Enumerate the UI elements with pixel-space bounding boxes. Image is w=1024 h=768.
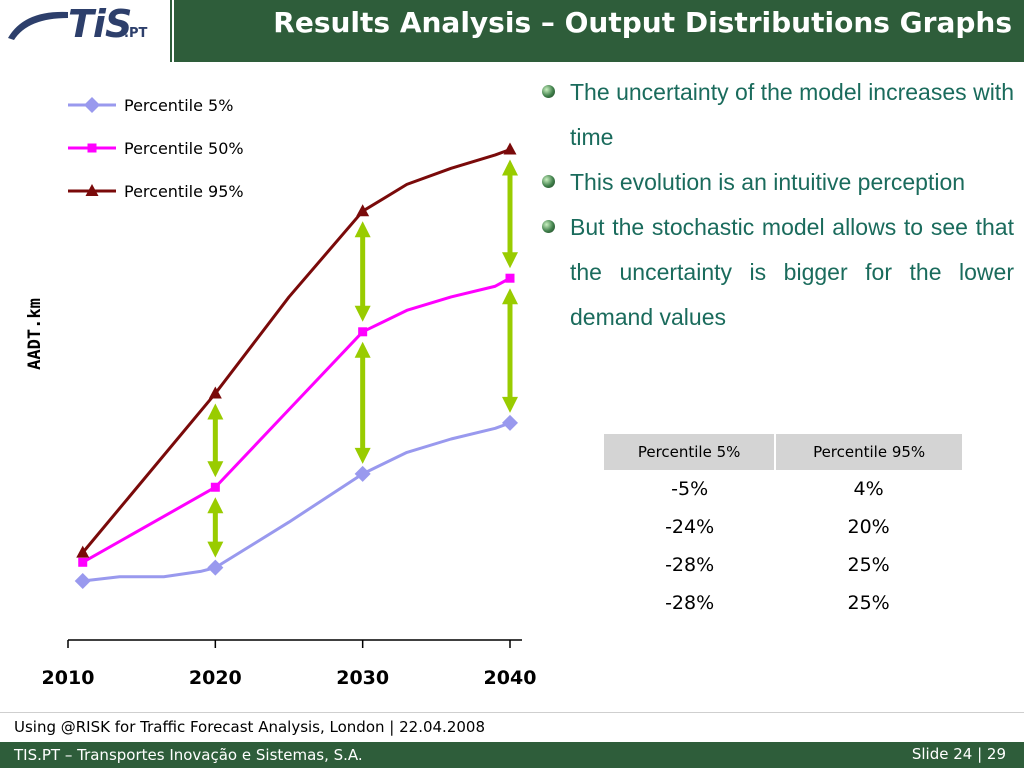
double-arrow-head-up [354, 341, 371, 358]
table-cell-p5: -28% [665, 554, 715, 576]
x-tick-label: 2030 [336, 667, 389, 689]
table-cell-p5: -24% [665, 516, 715, 538]
table-row: -24% 20% [604, 508, 962, 546]
x-tick-label: 2040 [484, 667, 537, 689]
output-distribution-chart: 2010 2020 2030 2040 AADT.km Percentile 5% Perc… [25, 96, 537, 689]
table-header-row: Percentile 5% Percentile 95% [604, 434, 962, 470]
legend-marker [87, 143, 97, 153]
tis-logo: TiS .PT [0, 0, 172, 62]
table-row: -28% 25% [604, 546, 962, 584]
bullet-item: But the stochastic model allows to see t… [538, 205, 1014, 340]
logo-text: TiS [68, 2, 132, 46]
data-point-marker [210, 482, 220, 492]
bullet-item: The uncertainty of the model increases w… [538, 70, 1014, 160]
data-point-marker [208, 386, 222, 399]
table-row: -28% 25% [604, 584, 962, 622]
data-point-marker [354, 465, 371, 482]
x-tick-label: 2010 [42, 667, 95, 689]
legend-marker [84, 97, 100, 113]
slide-header: TiS .PT Results Analysis – Output Distri… [0, 0, 1024, 62]
x-tick-label: 2020 [189, 667, 242, 689]
double-arrow-head-down [207, 541, 224, 558]
bullet-sphere-icon [542, 175, 555, 188]
footer-divider [0, 712, 1024, 713]
footer-bar: TIS.PT – Transportes Inovação e Sistemas… [0, 742, 1024, 768]
data-point-marker [505, 273, 515, 283]
table-cell-p95: 25% [847, 554, 890, 576]
bullet-item: This evolution is an intuitive perceptio… [538, 160, 1014, 205]
table-row: -5% 4% [604, 470, 962, 508]
legend-label: Percentile 95% [124, 182, 244, 201]
bullet-list: The uncertainty of the model increases w… [538, 70, 1014, 340]
double-arrow-head-down [207, 461, 224, 478]
series-line-3 [81, 148, 511, 554]
double-arrow-head-up [354, 221, 371, 238]
logo-swoosh-icon [8, 11, 68, 40]
data-point-marker [74, 573, 91, 590]
double-arrow-head-up [207, 403, 224, 420]
data-point-marker [76, 545, 90, 558]
double-arrow-head-up [207, 497, 224, 514]
table-cell-p95: 20% [847, 516, 890, 538]
percentile-table: Percentile 5% Percentile 95% -5% 4% -24%… [604, 434, 962, 622]
data-point-marker [503, 142, 517, 155]
table-cell-p5: -5% [671, 478, 709, 500]
table-cell-p5: -28% [665, 592, 715, 614]
legend-label: Percentile 50% [124, 139, 244, 158]
logo-suffix: .PT [124, 26, 148, 41]
double-arrow-head-up [502, 288, 518, 305]
bullet-text: The uncertainty of the model increases w… [570, 79, 1014, 150]
double-arrow-head-down [502, 396, 518, 413]
series-line-1 [82, 421, 511, 583]
table-cell-p95: 4% [853, 478, 884, 500]
data-point-marker [356, 204, 370, 217]
data-point-marker [78, 557, 88, 567]
data-point-marker [207, 559, 224, 576]
slide-number: Slide 24 | 29 [911, 745, 1006, 763]
double-arrow-head-down [502, 252, 518, 269]
double-arrow-head-up [502, 159, 518, 176]
y-axis-label: AADT.km [25, 298, 45, 370]
data-point-marker [502, 414, 518, 431]
table-cell-p95: 25% [847, 592, 890, 614]
bullet-sphere-icon [542, 85, 555, 98]
table-header-p95: Percentile 95% [775, 434, 962, 470]
bullet-sphere-icon [542, 220, 555, 233]
footer-company: TIS.PT – Transportes Inovação e Sistemas… [14, 746, 363, 764]
bullet-text: This evolution is an intuitive perceptio… [570, 169, 966, 195]
series-line-2 [81, 276, 511, 564]
bullet-text: But the stochastic model allows to see t… [570, 214, 1014, 330]
legend-label: Percentile 5% [124, 96, 233, 115]
data-point-marker [358, 327, 368, 337]
double-arrow-head-down [354, 305, 371, 322]
footer-event: Using @RISK for Traffic Forecast Analysi… [14, 718, 485, 736]
slide-title: Results Analysis – Output Distributions … [273, 6, 1012, 39]
double-arrow-head-down [354, 447, 371, 464]
legend-marker [85, 184, 99, 196]
title-bar: Results Analysis – Output Distributions … [174, 0, 1024, 62]
table-header-p5: Percentile 5% [604, 434, 777, 470]
